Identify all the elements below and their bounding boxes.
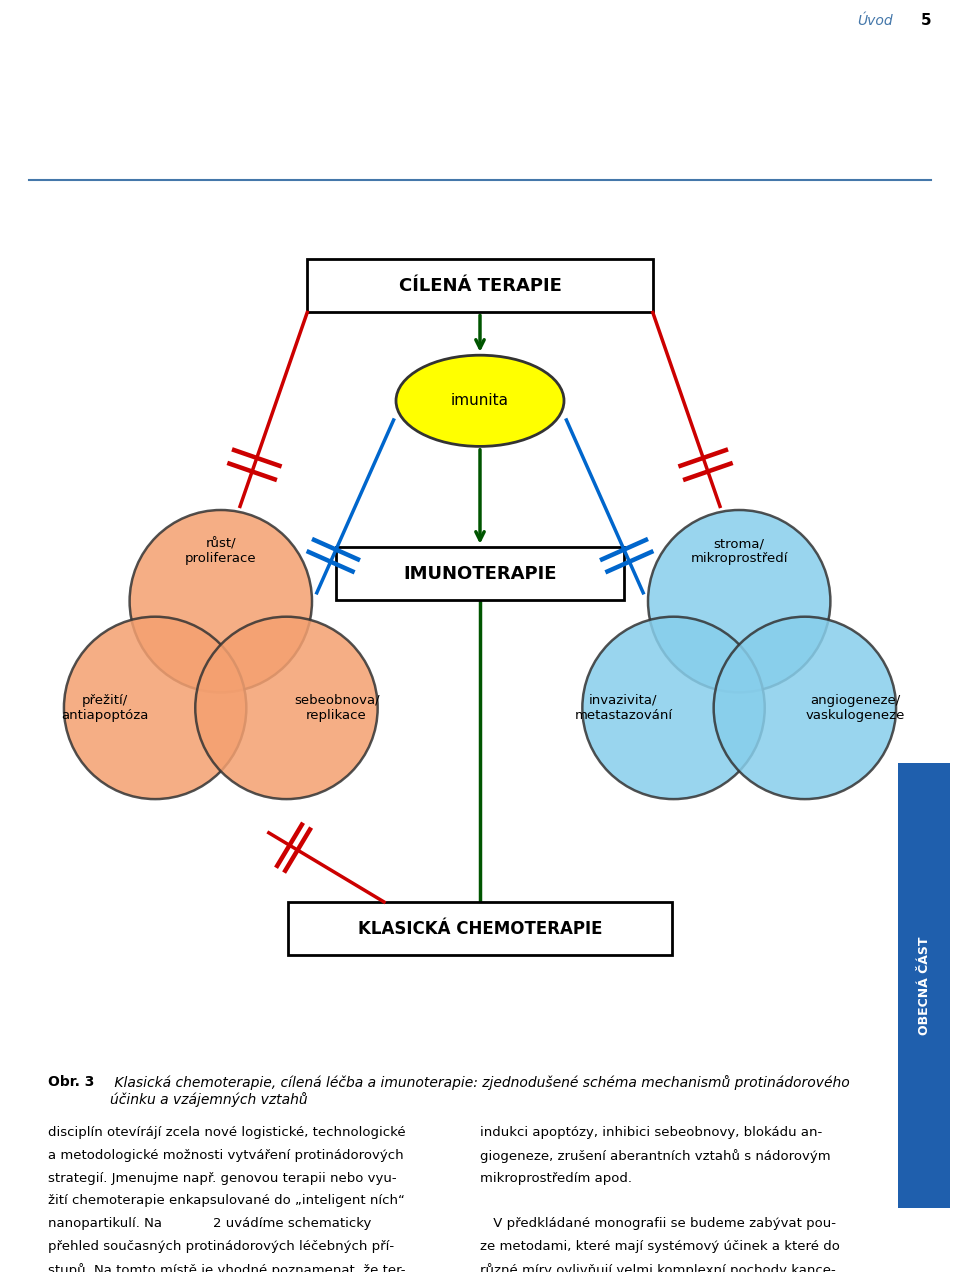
Text: Klasická chemoterapie, cílená léčba a imunoterapie: zjednodušené schéma mechanis: Klasická chemoterapie, cílená léčba a im… — [110, 1075, 851, 1107]
Text: mikroprostředím apod.: mikroprostředím apod. — [480, 1172, 632, 1184]
Text: angiogeneze/
vaskulogeneze: angiogeneze/ vaskulogeneze — [805, 695, 904, 722]
Text: Úvod: Úvod — [857, 14, 893, 28]
FancyBboxPatch shape — [307, 259, 653, 312]
Circle shape — [648, 510, 830, 692]
Text: různé míry ovlivňují velmi komplexní pochody kance-: různé míry ovlivňují velmi komplexní poc… — [480, 1263, 836, 1272]
Text: sebeobnova/
replikace: sebeobnova/ replikace — [294, 695, 379, 722]
Text: KLASICKÁ CHEMOTERAPIE: KLASICKÁ CHEMOTERAPIE — [358, 920, 602, 937]
Text: Obr. 3: Obr. 3 — [48, 1075, 94, 1089]
Text: CÍLENÁ TERAPIE: CÍLENÁ TERAPIE — [398, 276, 562, 295]
Text: strategií. Jmenujme např. genovou terapii nebo vyu-: strategií. Jmenujme např. genovou terapi… — [48, 1172, 396, 1184]
Text: přehled současných protinádorových léčebných pří-: přehled současných protinádorových léčeb… — [48, 1240, 395, 1253]
Text: 5: 5 — [921, 13, 931, 28]
FancyBboxPatch shape — [288, 902, 672, 955]
Circle shape — [713, 617, 896, 799]
Text: přežití/
antiapoptóza: přežití/ antiapoptóza — [61, 695, 149, 722]
Text: stupů. Na tomto místě je vhodné poznamenat, že ter-: stupů. Na tomto místě je vhodné poznamen… — [48, 1263, 405, 1272]
Text: imunita: imunita — [451, 393, 509, 408]
Text: nanopartikulí. Na            2 uvádíme schematicky: nanopartikulí. Na 2 uvádíme schematicky — [48, 1217, 372, 1230]
FancyBboxPatch shape — [336, 547, 624, 600]
Text: OBECNÁ ČÁST: OBECNÁ ČÁST — [918, 936, 931, 1035]
Ellipse shape — [396, 355, 564, 446]
Text: stroma/
mikroprostředí: stroma/ mikroprostředí — [690, 537, 788, 565]
Text: žití chemoterapie enkapsulované do „inteligent ních“: žití chemoterapie enkapsulované do „inte… — [48, 1194, 405, 1207]
Text: IMUNOTERAPIE: IMUNOTERAPIE — [403, 565, 557, 583]
Circle shape — [130, 510, 312, 692]
Text: disciplín otevírájí zcela nové logistické, technologické: disciplín otevírájí zcela nové logistick… — [48, 1126, 406, 1138]
Circle shape — [195, 617, 377, 799]
Text: indukci apoptózy, inhibici sebeobnovy, blokádu an-: indukci apoptózy, inhibici sebeobnovy, b… — [480, 1126, 823, 1138]
Text: ze metodami, které mají systémový účinek a které do: ze metodami, které mají systémový účinek… — [480, 1240, 840, 1253]
Circle shape — [583, 617, 765, 799]
Text: V předkládané monografii se budeme zabývat pou-: V předkládané monografii se budeme zabýv… — [480, 1217, 836, 1230]
Circle shape — [64, 617, 247, 799]
Text: a metodologické možnosti vytváření protinádorových: a metodologické možnosti vytváření proti… — [48, 1149, 403, 1161]
Text: invazivita/
metastazování: invazivita/ metastazování — [574, 695, 672, 722]
Text: giogeneze, zrušení aberantních vztahů s nádorovým: giogeneze, zrušení aberantních vztahů s … — [480, 1149, 830, 1163]
Text: růst/
proliferace: růst/ proliferace — [185, 537, 256, 565]
